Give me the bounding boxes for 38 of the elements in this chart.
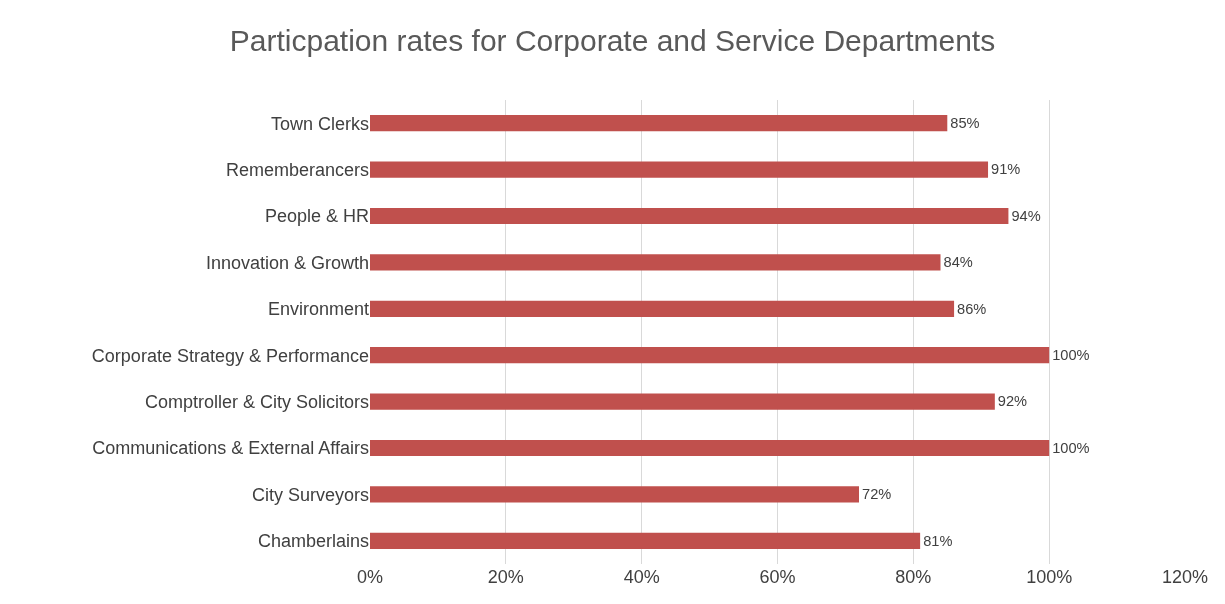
data-label: 86% — [957, 300, 987, 317]
data-label: 81% — [923, 532, 953, 549]
x-tick-label: 100% — [1026, 567, 1073, 587]
bar — [370, 393, 995, 410]
y-tick-label: City Surveyors — [251, 484, 369, 505]
bar — [370, 207, 1009, 225]
x-tick-label: 60% — [759, 567, 796, 587]
y-tick-label: Comptroller & City Solicitors — [144, 391, 369, 412]
data-label: 72% — [862, 486, 892, 503]
data-label: 100% — [1052, 439, 1090, 456]
data-label: 91% — [991, 161, 1021, 178]
bar — [370, 254, 941, 271]
y-tick-label: Rememberancers — [225, 159, 369, 180]
bar — [370, 532, 921, 549]
chart-title: Particpation rates for Corporate and Service Departments — [229, 24, 996, 58]
y-tick-label: Communications & External Affairs — [92, 438, 369, 459]
bar — [370, 300, 955, 317]
y-tick-label: People & HR — [264, 206, 369, 227]
data-label: 85% — [950, 115, 980, 132]
data-label: 94% — [1011, 207, 1041, 224]
bar — [370, 115, 948, 132]
y-tick-label: Corporate Strategy & Performance — [91, 345, 369, 366]
y-tick-label: Chamberlains — [257, 531, 369, 552]
x-tick-label: 0% — [356, 567, 384, 587]
bar — [370, 347, 1050, 364]
x-tick-label: 40% — [623, 567, 660, 587]
bar — [370, 486, 859, 503]
x-tick-label: 20% — [487, 567, 524, 587]
y-tick-label: Innovation & Growth — [205, 252, 369, 273]
x-tick-label: 80% — [895, 567, 932, 587]
y-tick-label: Town Clerks — [270, 113, 369, 134]
y-tick-label: Environment — [267, 299, 369, 320]
data-label: 100% — [1052, 347, 1090, 364]
data-label: 84% — [943, 254, 973, 271]
x-tick-label: 120% — [1161, 567, 1209, 587]
data-label: 92% — [997, 393, 1028, 410]
bar — [370, 161, 989, 178]
bar — [370, 439, 1050, 457]
